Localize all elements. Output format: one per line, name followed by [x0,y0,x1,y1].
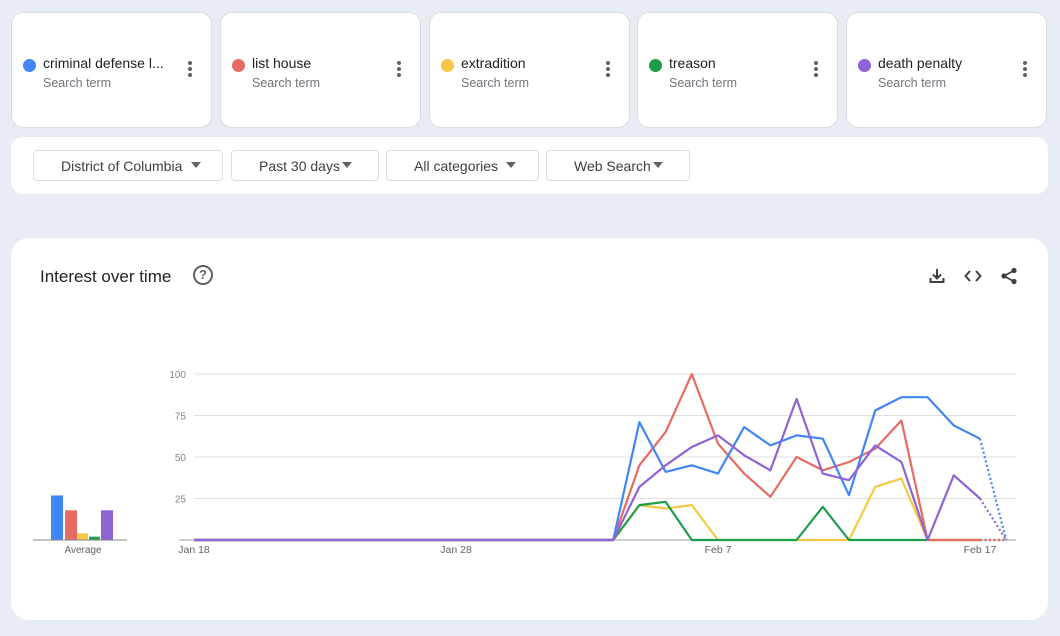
term-type: Search term [669,76,738,90]
average-bar-2 [77,533,88,540]
more-options-icon[interactable] [813,61,819,81]
share-icon[interactable] [999,266,1019,286]
search-type-dropdown[interactable]: Web Search [546,150,690,181]
x-tick-label: Feb 7 [705,544,732,556]
series-line-0 [194,396,981,542]
average-bar-1 [65,510,77,540]
series-color-dot [649,59,662,72]
term-card-death-penalty[interactable]: death penalty Search term [846,12,1047,128]
x-tick-label: Jan 28 [440,544,472,556]
average-bar-chart: Average [33,495,127,556]
term-name: extradition [461,55,526,71]
y-tick-label: 50 [175,453,187,464]
series-partial-segment-4 [979,497,1008,541]
more-options-icon[interactable] [1022,61,1028,81]
more-options-icon[interactable] [396,61,402,81]
y-tick-label: 100 [169,370,186,381]
y-tick-label: 75 [175,412,187,423]
average-bar-0 [51,495,63,540]
series-line-2 [194,477,980,542]
term-name: criminal defense l... [43,55,164,71]
term-card-criminal-defense[interactable]: criminal defense l... Search term [11,12,212,128]
interest-over-time-card: Interest over time ? Average 100 75 50 25 J… [11,238,1048,620]
term-type: Search term [43,76,112,90]
series-color-dot [858,59,871,72]
dropdown-arrow-icon [342,162,352,168]
term-name: list house [252,55,312,71]
average-bar-4 [101,510,113,540]
term-type: Search term [461,76,530,90]
term-card-extradition[interactable]: extradition Search term [429,12,630,128]
region-dropdown[interactable]: District of Columbia [33,150,223,181]
section-divider [0,216,1060,238]
term-type: Search term [252,76,321,90]
term-name: treason [669,55,716,71]
x-tick-label: Jan 18 [178,544,210,556]
average-bar-3 [89,536,100,540]
dropdown-arrow-icon [506,162,516,168]
time-range-label: Past 30 days [259,158,340,174]
category-label: All categories [414,158,499,174]
region-label: District of Columbia [61,158,183,174]
average-label: Average [64,545,102,556]
term-name: death penalty [878,55,963,71]
help-icon[interactable]: ? [193,265,213,285]
series-partial-segment-0 [978,438,1008,541]
chart-title: Interest over time [40,267,172,286]
more-options-icon[interactable] [187,61,193,81]
embed-code-icon[interactable] [963,266,983,286]
filter-bar: District of Columbia Past 30 days All ca… [11,137,1048,194]
more-options-icon[interactable] [605,61,611,81]
series-line-4 [194,397,981,542]
category-dropdown[interactable]: All categories [386,150,539,181]
dropdown-arrow-icon [653,162,663,168]
term-type: Search term [878,76,947,90]
series-line-3 [194,500,980,542]
time-range-dropdown[interactable]: Past 30 days [231,150,379,181]
download-icon[interactable] [927,266,947,286]
term-card-treason[interactable]: treason Search term [637,12,838,128]
series-color-dot [23,59,36,72]
interest-line-chart: 100 75 50 25 Jan 18 Jan 28 Feb 7 Feb 17 [169,370,1016,556]
x-tick-label: Feb 17 [964,544,997,556]
series-color-dot [232,59,245,72]
dropdown-arrow-icon [191,162,201,168]
series-color-dot [441,59,454,72]
search-type-label: Web Search [574,158,651,174]
y-tick-label: 25 [175,495,187,506]
term-card-list-house[interactable]: list house Search term [220,12,421,128]
